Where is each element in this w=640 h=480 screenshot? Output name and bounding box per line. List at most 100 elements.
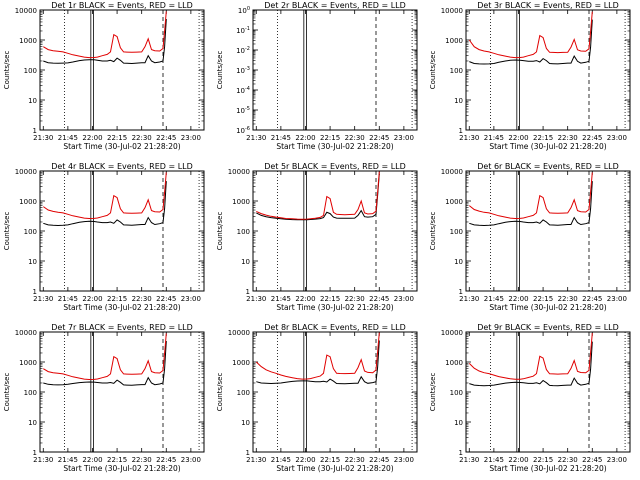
x-tick-label: 21:30 <box>33 456 53 464</box>
y-tick-label: 10-5 <box>236 106 250 115</box>
x-tick-label: 21:45 <box>484 456 504 464</box>
x-tick-label: 21:45 <box>271 134 291 142</box>
x-tick-label: 23:00 <box>394 295 414 303</box>
x-tick-label: 22:30 <box>558 295 578 303</box>
panel-title: Det 5r BLACK = Events, RED = LLD <box>264 162 406 171</box>
x-tick-label: 21:45 <box>271 456 291 464</box>
y-tick-label: 10-2 <box>236 46 250 55</box>
y-tick-label: 1 <box>459 449 463 457</box>
series-line-events <box>43 181 167 227</box>
x-tick-label: 22:45 <box>582 134 602 142</box>
x-axis-title: Start Time (30-Jul-02 21:28:20) <box>276 303 393 312</box>
y-tick-label: 10000 <box>441 168 463 176</box>
y-tick-label: 1 <box>459 288 463 296</box>
y-tick-label: 100 <box>238 6 250 15</box>
y-tick-label: 10-1 <box>236 26 250 35</box>
panel-det-1r: Det 1r BLACK = Events, RED = LLD 21:30 21:… <box>3 1 205 151</box>
y-tick-label: 10-3 <box>236 66 250 75</box>
x-axis-title: Start Time (30-Jul-02 21:28:20) <box>63 142 180 151</box>
y-tick-label: 100 <box>237 228 250 236</box>
y-tick-label: 1000 <box>445 359 463 367</box>
series-line-events <box>43 18 167 65</box>
panel-det-6r: Det 6r BLACK = Events, RED = LLD 21:30 21:… <box>429 162 631 312</box>
x-tick-label: 22:30 <box>132 134 152 142</box>
y-axis-title: Counts/sec <box>3 212 11 251</box>
series-line-lld <box>255 332 380 380</box>
x-tick-label: 22:15 <box>533 134 553 142</box>
x-tick-label: 21:45 <box>271 295 291 303</box>
y-axis-title: Counts/sec <box>429 212 437 251</box>
x-tick-label: 21:45 <box>58 134 78 142</box>
series-line-events <box>469 341 593 387</box>
x-tick-label: 22:15 <box>107 295 127 303</box>
x-tick-label: 23:00 <box>394 456 414 464</box>
x-axis-title: Start Time (30-Jul-02 21:28:20) <box>489 303 606 312</box>
y-tick-label: 1 <box>33 127 37 135</box>
x-tick-label: 23:00 <box>181 134 201 142</box>
y-tick-label: 10000 <box>441 329 463 337</box>
x-tick-label: 22:00 <box>508 134 528 142</box>
series-line-events <box>43 340 167 386</box>
x-tick-label: 22:45 <box>369 295 389 303</box>
series-line-events <box>469 19 593 65</box>
x-axis-title: Start Time (30-Jul-02 21:28:20) <box>489 142 606 151</box>
y-tick-label: 100 <box>24 228 37 236</box>
series-line-lld <box>43 172 167 220</box>
y-tick-label: 100 <box>450 67 463 75</box>
x-axis-title: Start Time (30-Jul-02 21:28:20) <box>276 464 393 473</box>
x-tick-label: 22:15 <box>320 134 340 142</box>
x-tick-label: 22:30 <box>558 456 578 464</box>
panel-det-2r: Det 2r BLACK = Events, RED = LLD 21:30 21:… <box>216 1 418 151</box>
x-tick-label: 22:45 <box>156 134 176 142</box>
panel-title: Det 1r BLACK = Events, RED = LLD <box>51 1 193 10</box>
series-line-events <box>469 181 593 227</box>
y-tick-label: 1000 <box>445 37 463 45</box>
y-tick-label: 100 <box>450 228 463 236</box>
x-tick-label: 21:30 <box>459 295 479 303</box>
y-axis-title: Counts/sec <box>3 51 11 90</box>
x-tick-label: 22:30 <box>132 456 152 464</box>
y-tick-label: 10000 <box>228 168 250 176</box>
y-tick-label: 100 <box>24 389 37 397</box>
y-tick-label: 1000 <box>445 198 463 206</box>
y-tick-label: 10000 <box>15 329 37 337</box>
panel-title: Det 9r BLACK = Events, RED = LLD <box>477 323 619 332</box>
x-tick-label: 21:30 <box>459 134 479 142</box>
x-tick-label: 22:30 <box>345 456 365 464</box>
x-tick-label: 23:00 <box>181 456 201 464</box>
series-line-lld <box>468 11 593 59</box>
x-axis-title: Start Time (30-Jul-02 21:28:20) <box>489 464 606 473</box>
y-tick-label: 10 <box>241 419 250 427</box>
y-axis-title: Counts/sec <box>429 373 437 412</box>
x-tick-label: 23:00 <box>607 456 627 464</box>
x-tick-label: 22:45 <box>582 295 602 303</box>
x-tick-label: 21:30 <box>246 295 266 303</box>
y-tick-label: 1 <box>246 288 250 296</box>
panel-det-8r: Det 8r BLACK = Events, RED = LLD 21:30 21:… <box>216 323 418 473</box>
x-tick-label: 23:00 <box>607 134 627 142</box>
x-axis-title: Start Time (30-Jul-02 21:28:20) <box>276 142 393 151</box>
x-tick-label: 22:15 <box>533 456 553 464</box>
y-tick-label: 1000 <box>232 198 250 206</box>
x-tick-label: 21:45 <box>58 295 78 303</box>
x-tick-label: 22:00 <box>295 456 315 464</box>
panel-title: Det 3r BLACK = Events, RED = LLD <box>477 1 619 10</box>
y-tick-label: 10 <box>454 419 463 427</box>
y-tick-label: 100 <box>237 389 250 397</box>
y-axis-title: Counts/sec <box>216 51 224 90</box>
x-tick-label: 22:00 <box>508 295 528 303</box>
x-tick-label: 21:30 <box>246 134 266 142</box>
y-tick-label: 10 <box>28 258 37 266</box>
x-tick-label: 22:45 <box>582 456 602 464</box>
y-axis-title: Counts/sec <box>429 51 437 90</box>
x-tick-label: 22:30 <box>345 295 365 303</box>
panel-title: Det 4r BLACK = Events, RED = LLD <box>51 162 193 171</box>
y-tick-label: 10000 <box>15 168 37 176</box>
y-tick-label: 10 <box>241 258 250 266</box>
panel-det-4r: Det 4r BLACK = Events, RED = LLD 21:30 21:… <box>3 162 205 312</box>
series-line-lld <box>43 11 167 59</box>
y-tick-label: 10 <box>28 97 37 105</box>
panel-title: Det 7r BLACK = Events, RED = LLD <box>51 323 193 332</box>
x-axis-title: Start Time (30-Jul-02 21:28:20) <box>63 303 180 312</box>
